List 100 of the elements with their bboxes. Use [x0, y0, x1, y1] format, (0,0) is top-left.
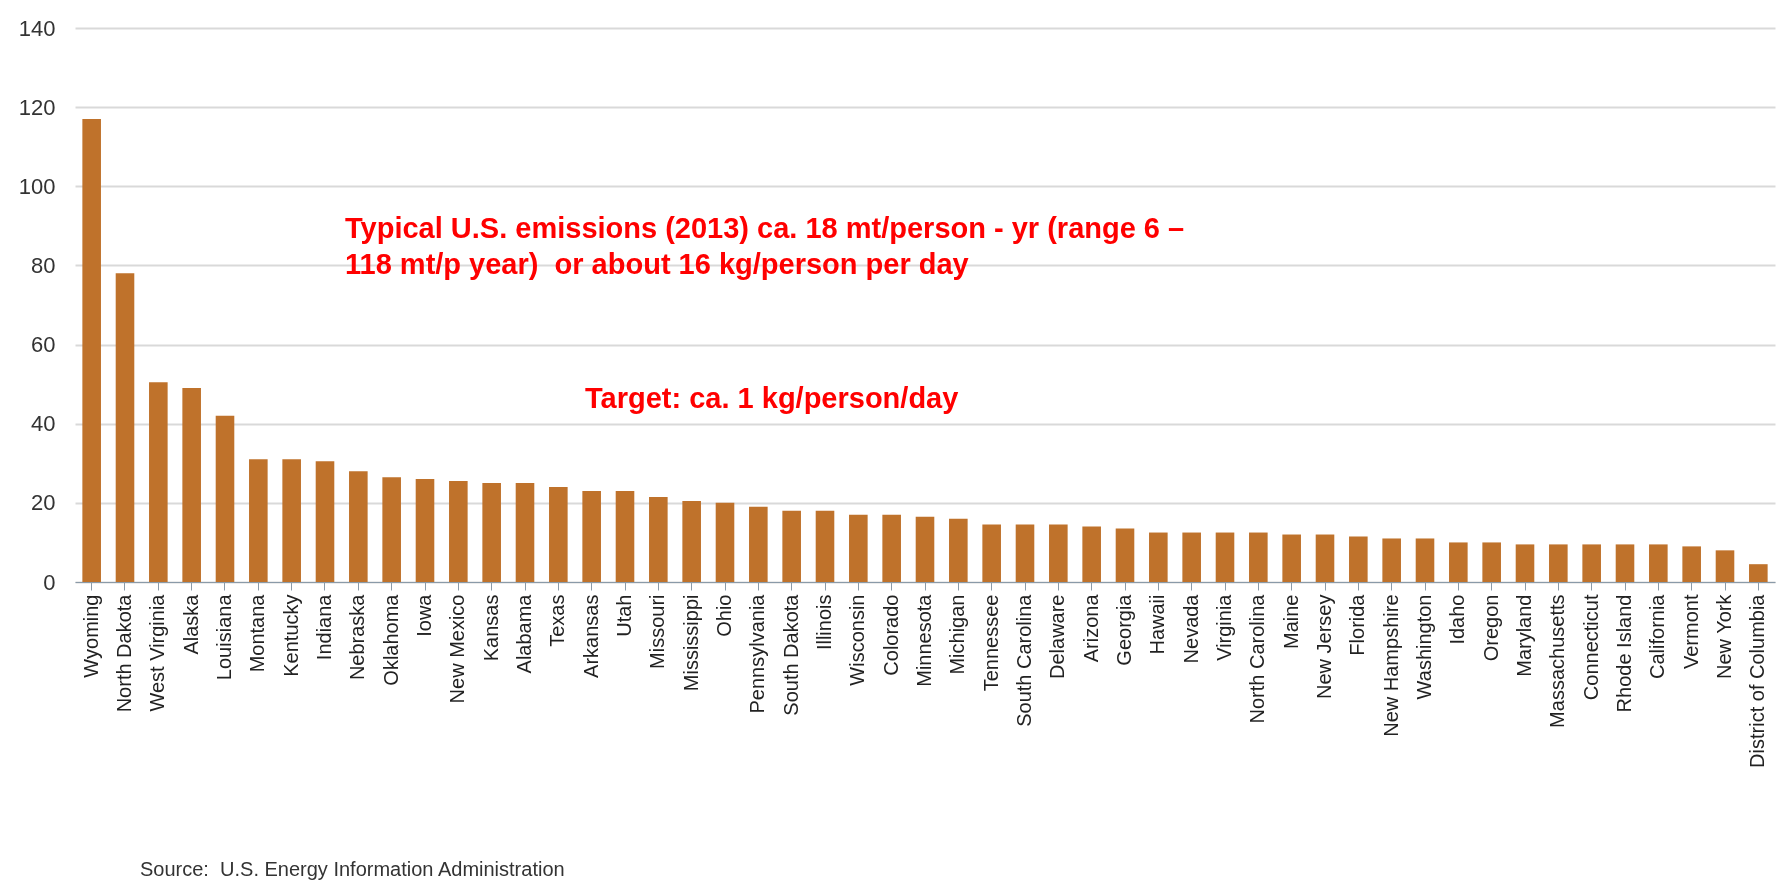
bar: [1082, 526, 1101, 582]
x-tick-label: South Dakota: [779, 593, 802, 716]
x-tick-label: Oklahoma: [379, 593, 402, 686]
bar: [1049, 524, 1068, 582]
bar: [982, 524, 1001, 582]
bar: [849, 514, 868, 582]
bar: [1682, 546, 1701, 582]
x-tick-label: Louisiana: [213, 593, 235, 681]
x-tick-label: Nevada: [1179, 593, 1202, 664]
x-tick-label: Maine: [1279, 594, 1302, 649]
bar: [1249, 532, 1268, 582]
x-tick-label: West Virginia: [146, 593, 169, 712]
bar: [882, 514, 901, 582]
bar: [449, 481, 468, 582]
bar: [1349, 536, 1368, 582]
y-tick-label: 20: [31, 490, 56, 516]
x-tick-label: North Dakota: [113, 593, 135, 713]
x-tick-label: Delaware: [1046, 594, 1069, 679]
bar: [682, 500, 701, 582]
x-tick-label: Missouri: [646, 594, 669, 669]
bar: [1015, 524, 1035, 582]
bar: [749, 506, 768, 582]
bar: [782, 510, 801, 582]
bar: [1182, 532, 1201, 582]
bar: [349, 471, 368, 582]
x-tick-label: Oregon: [1479, 594, 1502, 662]
x-tick-label: Montana: [246, 593, 269, 673]
bar: [1749, 564, 1768, 582]
x-tick-label: North Carolina: [1246, 593, 1269, 724]
annotation: Typical U.S. emissions (2013) ca. 18 mt/person - yr (range 6 – 118 mt/p year) or about 16 kg/person per day: [345, 211, 1185, 282]
x-tick-label: Maryland: [1513, 594, 1535, 677]
bar: [1282, 534, 1301, 582]
x-tick-label: Utah: [613, 594, 635, 637]
x-tick-label: Washington: [1413, 594, 1435, 700]
x-tick-label: Georgia: [1113, 593, 1135, 666]
bar: [415, 479, 435, 582]
y-tick-label: 140: [18, 15, 56, 41]
y-tick-label: 120: [18, 94, 56, 120]
bar: [1549, 544, 1568, 582]
x-tick-label: Illinois: [813, 594, 835, 651]
bar: [215, 415, 235, 582]
bar: [1215, 532, 1235, 582]
bar: [382, 477, 401, 582]
bar: [515, 483, 535, 582]
bar: [482, 483, 501, 582]
x-tick-label: Florida: [1346, 593, 1369, 656]
bar: [1715, 550, 1735, 582]
source-note: Source: U.S. Energy Information Administration: [140, 858, 565, 881]
bar: [1482, 542, 1501, 582]
x-tick-label: Alaska: [179, 593, 202, 655]
x-tick-label: Pennsylvania: [746, 593, 769, 714]
x-tick-label: California: [1646, 593, 1669, 679]
bar: [1582, 544, 1601, 582]
x-tick-label: Colorado: [879, 594, 902, 676]
x-tick-label: Kentucky: [279, 594, 302, 677]
y-tick-label: 60: [31, 332, 56, 358]
y-tick-label: 80: [31, 252, 56, 278]
bar: [1515, 544, 1535, 582]
y-tick-label: 40: [31, 411, 56, 437]
x-tick-label: Virginia: [1213, 593, 1235, 661]
x-tick-label: New Jersey: [1313, 594, 1335, 699]
bar: [1115, 528, 1135, 582]
bar: [1315, 534, 1335, 582]
x-tick-label: District of Columbia: [1746, 593, 1769, 768]
x-tick-label: Tennessee: [979, 594, 1002, 692]
x-tick-label: Arkansas: [579, 594, 602, 678]
x-tick-label: New Hampshire: [1379, 594, 1402, 737]
bar: [615, 490, 635, 582]
x-tick-label: Minnesota: [913, 593, 935, 687]
bar: [1149, 532, 1168, 582]
x-tick-label: Mississippi: [679, 594, 702, 692]
bar: [915, 516, 935, 582]
x-tick-label: Iowa: [413, 593, 435, 637]
bar: [1649, 544, 1668, 582]
bar: [815, 510, 835, 582]
x-tick-label: Alabama: [513, 593, 535, 674]
bar: [715, 502, 735, 582]
bar: [1382, 538, 1401, 582]
x-tick-label: Wyoming: [79, 594, 102, 678]
x-tick-label: New York: [1713, 593, 1735, 679]
x-tick-label: Wisconsin: [846, 594, 869, 686]
x-tick-label: Michigan: [946, 594, 969, 675]
bar: [549, 487, 568, 582]
bar: [1449, 542, 1468, 582]
bar: [182, 388, 201, 582]
x-tick-label: New Mexico: [446, 594, 469, 704]
bar: [582, 490, 601, 582]
annotation: Target: ca. 1 kg/person/day: [585, 381, 959, 416]
x-tick-label: Vermont: [1679, 594, 1702, 669]
y-tick-label: 0: [43, 569, 56, 595]
y-tick-label: 100: [18, 173, 56, 199]
bar: [315, 461, 335, 582]
x-tick-label: Nebraska: [346, 593, 369, 681]
bar: [249, 459, 268, 582]
x-tick-label: Rhode Island: [1613, 594, 1635, 713]
x-tick-label: Texas: [546, 594, 569, 647]
bar: [649, 496, 668, 582]
bar: [82, 119, 101, 582]
x-tick-label: Kansas: [479, 594, 502, 662]
bar: [949, 518, 968, 582]
